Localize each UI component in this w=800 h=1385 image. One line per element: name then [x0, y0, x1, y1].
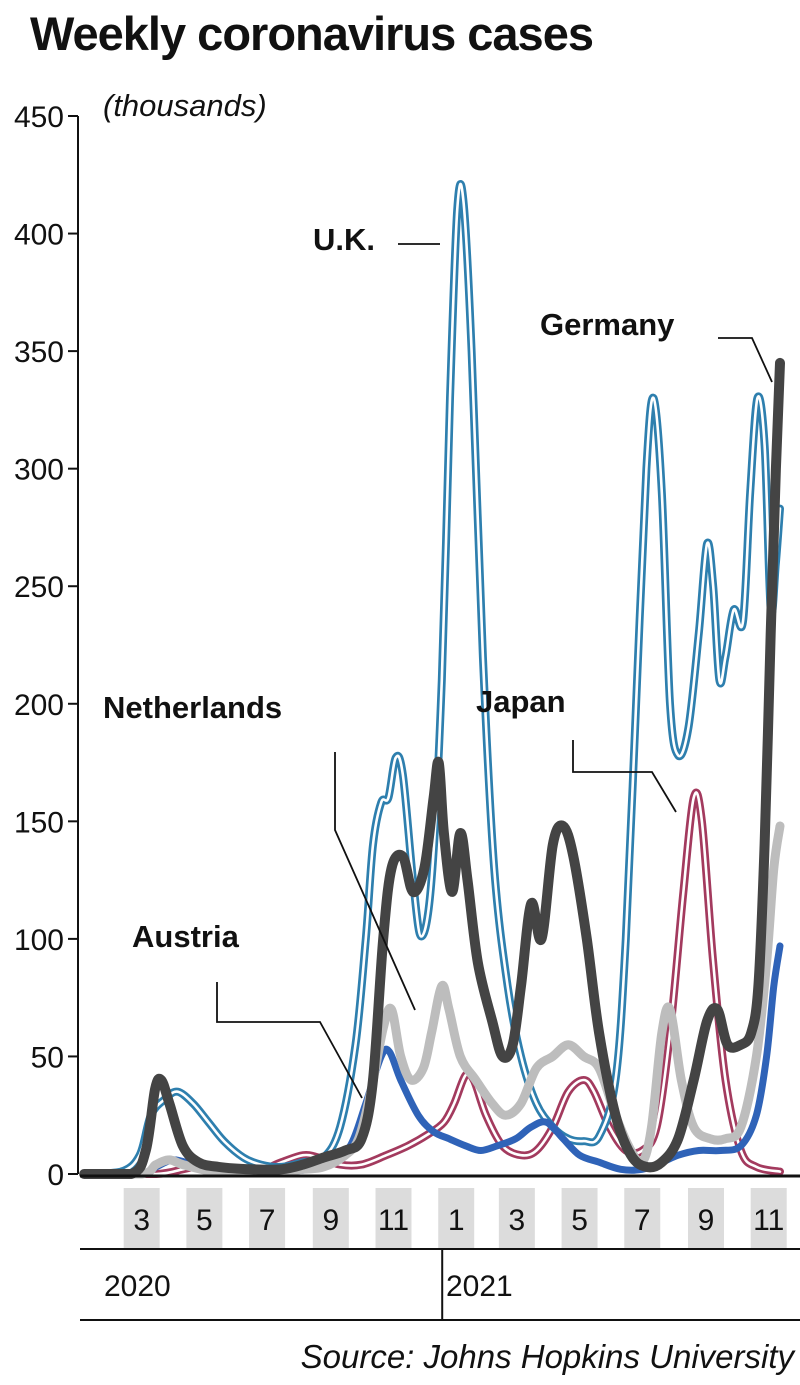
x-tick-band — [312, 1188, 349, 1248]
chart-title: Weekly coronavirus cases — [30, 7, 594, 60]
x-tick-label: 1 — [448, 1204, 465, 1237]
callout-leader-japan — [572, 740, 677, 813]
series-germany — [79, 357, 785, 1179]
x-tick-band — [375, 1188, 412, 1248]
y-tick-label: 100 — [14, 924, 64, 957]
series-layer — [79, 180, 785, 1179]
x-tick-label: 11 — [378, 1204, 409, 1237]
x-tick-label: 7 — [634, 1204, 651, 1237]
callout-label-germany: Germany — [540, 307, 675, 342]
x-tick-band — [624, 1188, 661, 1248]
x-tick-label: 5 — [571, 1204, 588, 1237]
series-japan — [80, 788, 784, 1179]
year-label-2020: 2020 — [104, 1270, 171, 1303]
x-tick-band — [687, 1188, 724, 1248]
series-line-germany — [79, 357, 785, 1179]
y-tick-label: 0 — [47, 1159, 64, 1192]
line-chart: 0 50 100 150 200 250 300 350 400 450 U.K. Germany N… — [14, 101, 800, 1321]
x-tick-label: 3 — [133, 1204, 150, 1237]
x-tick-band — [186, 1188, 223, 1248]
units-label: (thousands) — [103, 88, 267, 123]
y-tick-label: 300 — [14, 454, 64, 487]
callout-label-netherlands: Netherlands — [103, 690, 282, 725]
x-tick-band — [249, 1188, 286, 1248]
year-label-2021: 2021 — [446, 1270, 513, 1303]
y-tick-label: 350 — [14, 336, 64, 369]
x-tick-label: 7 — [259, 1204, 276, 1237]
x-tick-label: 9 — [698, 1204, 715, 1237]
x-tick-band — [123, 1188, 160, 1248]
callout-label-japan: Japan — [476, 684, 566, 719]
callout-label-austria: Austria — [132, 919, 240, 954]
source-note: Source: Johns Hopkins University — [300, 1338, 794, 1375]
callout-leader-germany — [718, 337, 773, 383]
y-tick-label: 150 — [14, 806, 64, 839]
callout-leader-netherlands — [334, 752, 416, 1011]
y-tick-label: 450 — [14, 101, 64, 134]
x-tick-band — [498, 1188, 535, 1248]
x-tick-band — [438, 1188, 475, 1248]
y-tick-label: 200 — [14, 689, 64, 722]
axis-layer: 0 50 100 150 200 250 300 350 400 450 — [14, 101, 79, 1192]
callout-leader-austria — [216, 982, 363, 1099]
x-tick-label: 9 — [322, 1204, 339, 1237]
x-tick-label: 5 — [196, 1204, 213, 1237]
series-line-japan-core — [82, 791, 782, 1176]
x-tick-band — [750, 1188, 787, 1248]
y-tick-label: 250 — [14, 571, 64, 604]
x-tick-label: 11 — [753, 1204, 784, 1237]
x-tick-band — [561, 1188, 598, 1248]
callout-label-u-k: U.K. — [313, 222, 375, 257]
x-tick-label: 3 — [509, 1204, 526, 1237]
y-tick-label: 50 — [31, 1041, 64, 1074]
y-tick-label: 400 — [14, 219, 64, 252]
callout-layer: U.K. Germany Netherlands Japan Austria — [103, 222, 773, 1099]
